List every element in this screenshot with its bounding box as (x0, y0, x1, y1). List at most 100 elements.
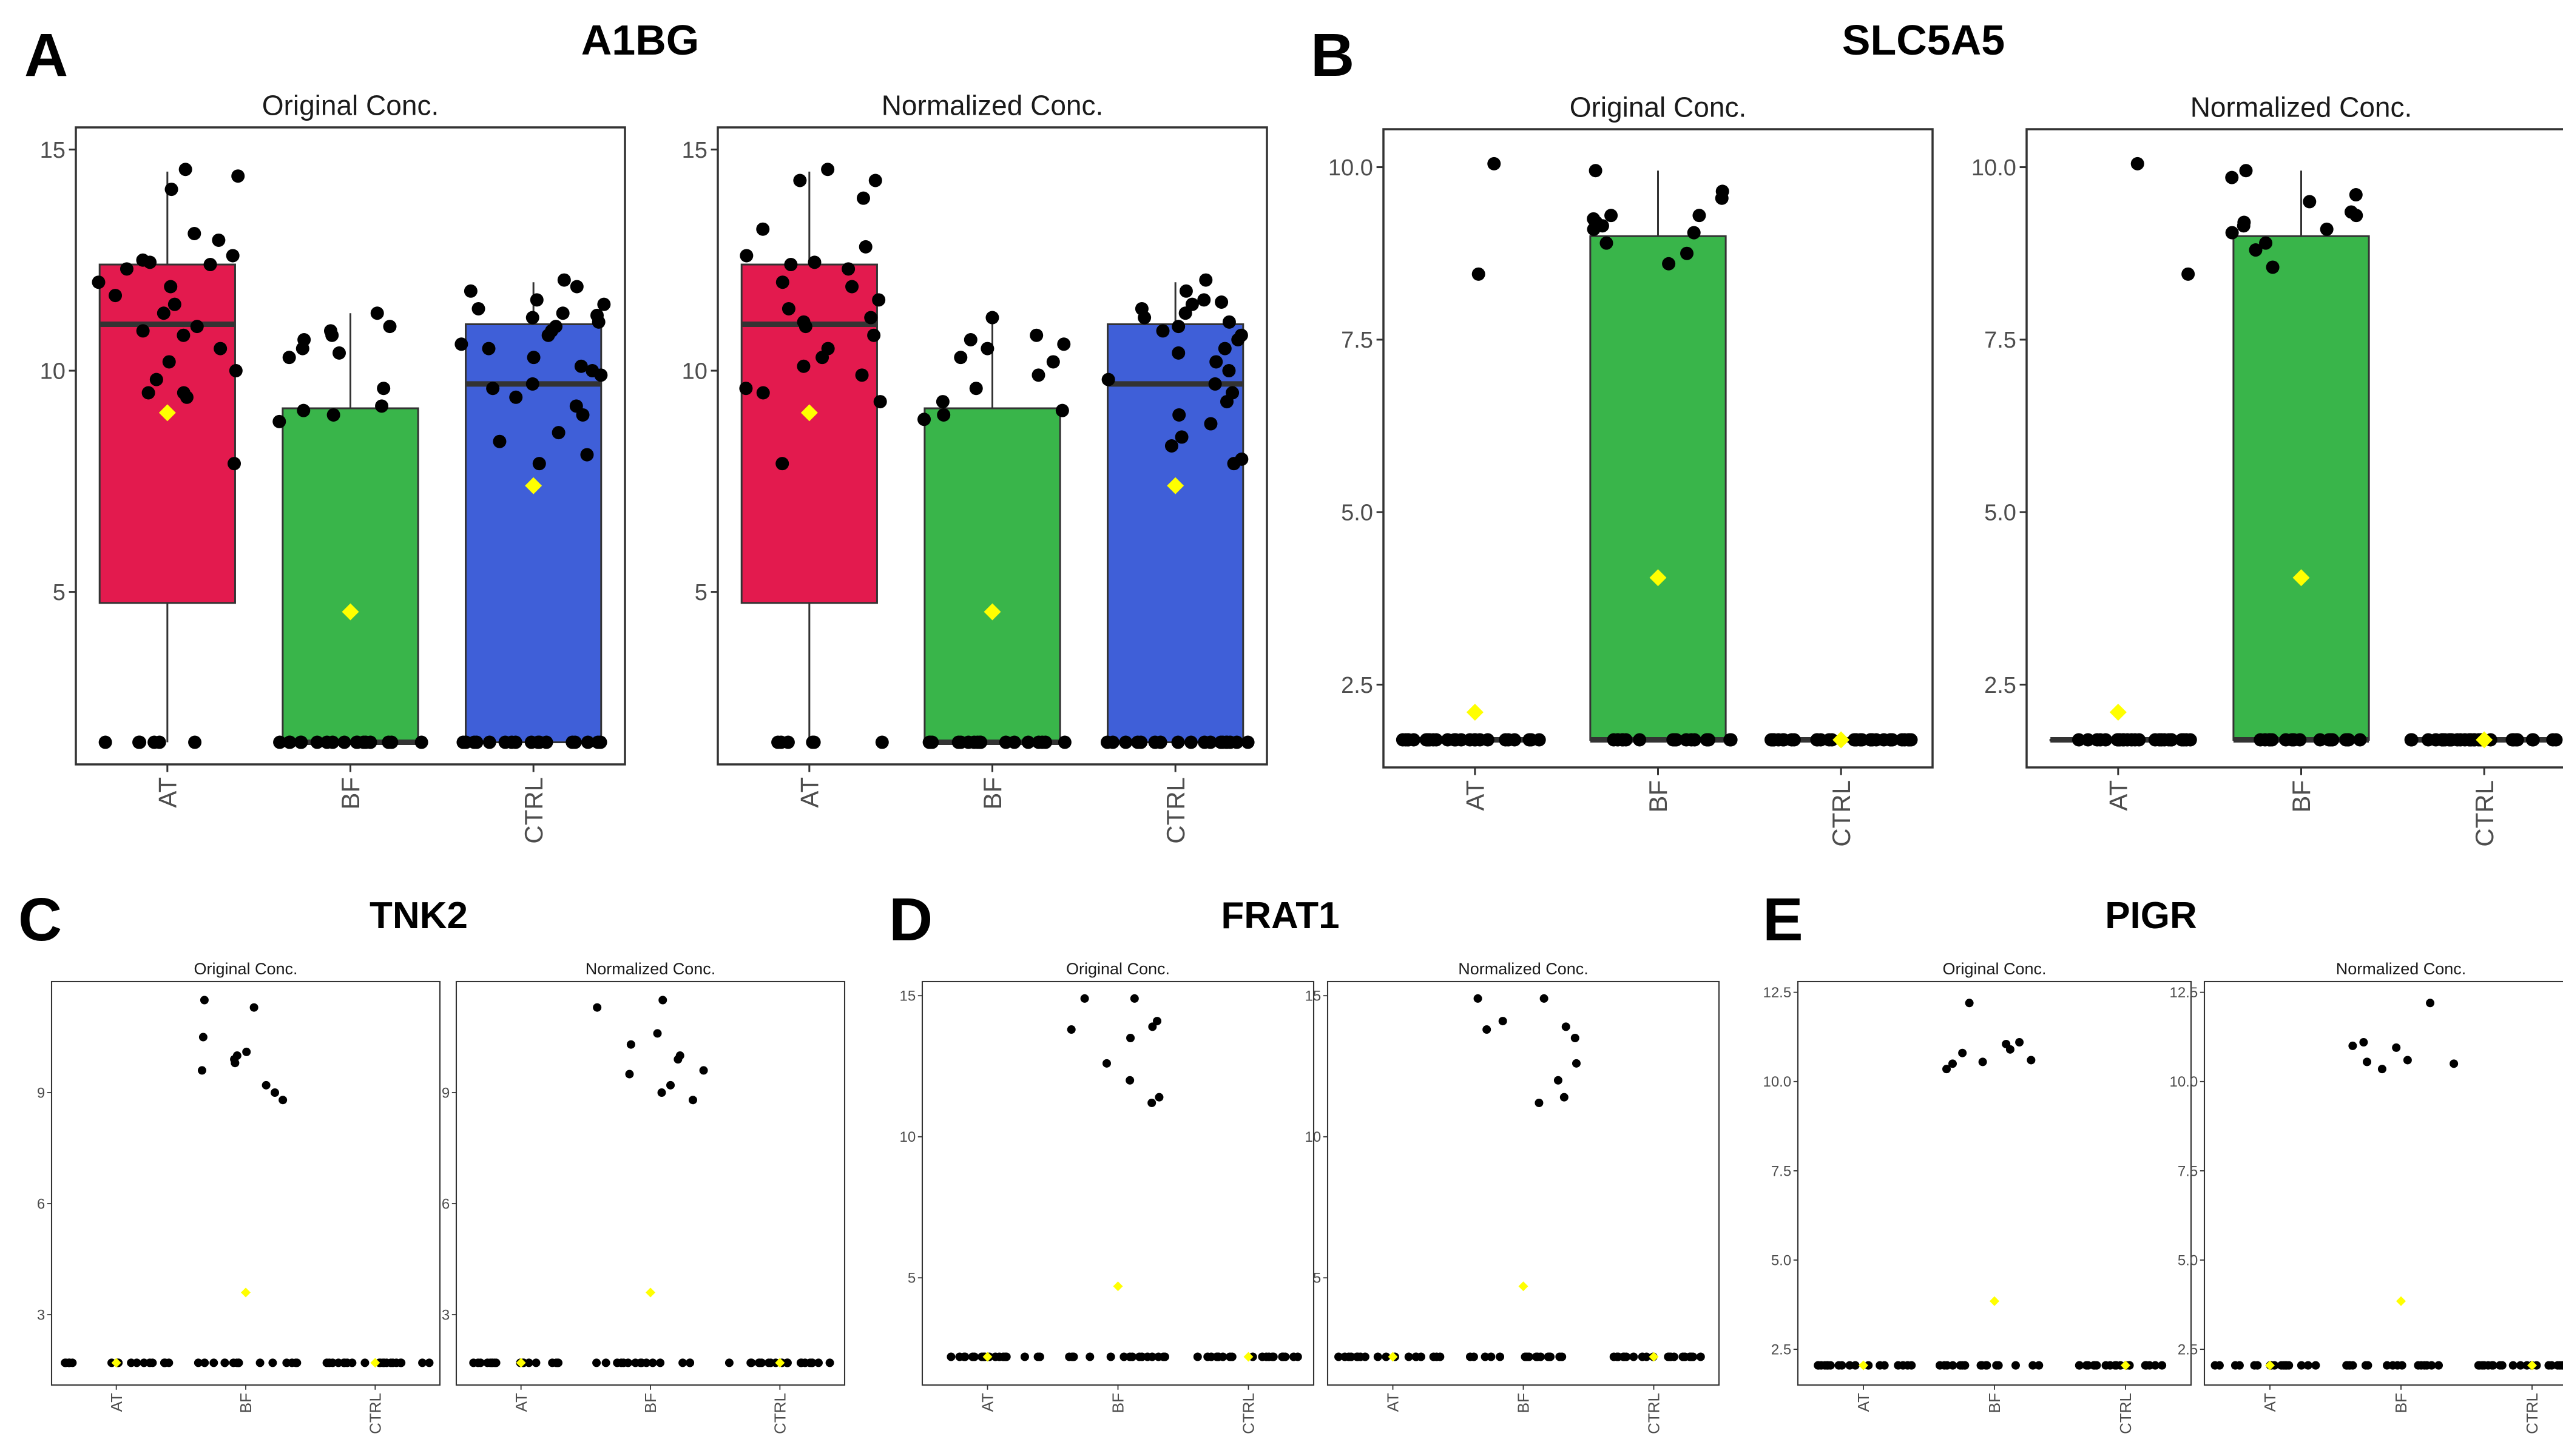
plot-normalized: Normalized Conc. 3 6 9 AT BF CTRL (442, 960, 846, 1434)
data-point (1822, 733, 1836, 747)
data-point (1382, 1352, 1391, 1361)
data-point (1468, 733, 1482, 747)
data-point (2345, 1361, 2354, 1370)
x-tick-label: BF (978, 777, 1007, 810)
data-point (2414, 1361, 2423, 1370)
data-point (282, 1358, 291, 1367)
data-point (2225, 226, 2239, 240)
data-point (1208, 377, 1222, 391)
x-tick-label: AT (107, 1393, 126, 1412)
data-point (1218, 1352, 1227, 1361)
data-point (530, 293, 544, 307)
data-point (141, 386, 155, 400)
data-point (917, 413, 931, 426)
data-point (1589, 164, 1602, 178)
data-point (699, 1066, 708, 1075)
data-point (1715, 191, 1729, 205)
data-point (140, 1358, 149, 1367)
data-point (1258, 1352, 1267, 1361)
data-point (249, 1003, 258, 1012)
mean-marker (1859, 1360, 1868, 1370)
y-tick-label: 5.0 (1771, 1252, 1791, 1269)
data-point (642, 1358, 651, 1367)
data-point (532, 1358, 541, 1367)
y-tick-label: 3 (37, 1307, 45, 1323)
data-point (1604, 209, 1618, 223)
data-point (2403, 1056, 2412, 1065)
data-point (180, 390, 194, 404)
mean-marker (1466, 704, 1484, 721)
data-point (1899, 1361, 1908, 1370)
data-point (509, 390, 523, 404)
group-bf (194, 996, 302, 1367)
data-point (2158, 1361, 2167, 1370)
data-point (962, 735, 976, 749)
data-point (143, 255, 157, 269)
data-point (625, 1070, 634, 1079)
data-point (200, 1358, 209, 1367)
mean-marker (1388, 1352, 1398, 1362)
y-tick-label: 2.5 (2178, 1342, 2198, 1358)
x-tick-label: AT (2104, 780, 2133, 811)
data-point (954, 351, 968, 365)
data-point (229, 1358, 238, 1367)
data-point (867, 328, 881, 342)
data-point (2516, 1361, 2525, 1370)
data-point (969, 382, 983, 396)
plot-title: Normalized Conc. (2190, 91, 2413, 123)
gene-title: FRAT1 (1221, 895, 1339, 937)
data-point (1171, 735, 1185, 749)
data-point (581, 735, 595, 749)
data-point (1880, 1361, 1889, 1370)
data-point (556, 306, 570, 320)
data-point (525, 377, 539, 391)
data-point (164, 280, 178, 294)
data-point (825, 1358, 834, 1367)
group-ctrl (1193, 1352, 1302, 1362)
data-point (2105, 1361, 2115, 1370)
box (1107, 323, 1244, 744)
data-point (360, 1358, 370, 1367)
data-point (1692, 209, 1706, 223)
data-point (1193, 1352, 1202, 1361)
data-point (2250, 1361, 2259, 1370)
data-point (576, 408, 590, 422)
data-point (1669, 1352, 1678, 1361)
data-point (1524, 1352, 1533, 1361)
data-point (2359, 1038, 2368, 1047)
box (465, 323, 603, 744)
y-tick-label: 6 (442, 1196, 450, 1212)
x-tick-label: BF (641, 1393, 660, 1413)
data-point (1559, 1093, 1569, 1102)
data-point (2072, 733, 2085, 747)
data-point (61, 1358, 70, 1367)
plot-normalized: Normalized Conc. 2.5 5.0 7.5 10.0 AT BF CTRL (1971, 91, 2563, 847)
data-point (2320, 222, 2334, 236)
data-point (198, 1033, 208, 1042)
data-point (1100, 735, 1114, 749)
mean-marker (982, 1352, 993, 1362)
data-point (947, 1352, 956, 1361)
y-tick-label: 7.5 (1771, 1163, 1791, 1179)
mean-marker (342, 603, 359, 621)
data-point (1138, 311, 1152, 325)
data-point (190, 320, 204, 334)
data-point (471, 302, 485, 315)
data-point (1199, 273, 1213, 287)
x-tick-label: CTRL (771, 1393, 789, 1434)
data-point (1131, 735, 1145, 749)
data-point (1686, 1352, 1695, 1361)
y-tick-label: 5 (53, 580, 66, 605)
plot-title: Original Conc. (1942, 960, 2046, 978)
data-point (2081, 733, 2095, 747)
data-point (1948, 1059, 1957, 1068)
data-point (1535, 1098, 1544, 1107)
data-point (842, 262, 856, 276)
data-point (326, 408, 340, 422)
x-tick-label: CTRL (366, 1393, 384, 1434)
mean-marker (775, 1358, 785, 1368)
data-point (601, 1358, 610, 1367)
data-point (132, 1358, 141, 1367)
data-point (2093, 733, 2107, 747)
